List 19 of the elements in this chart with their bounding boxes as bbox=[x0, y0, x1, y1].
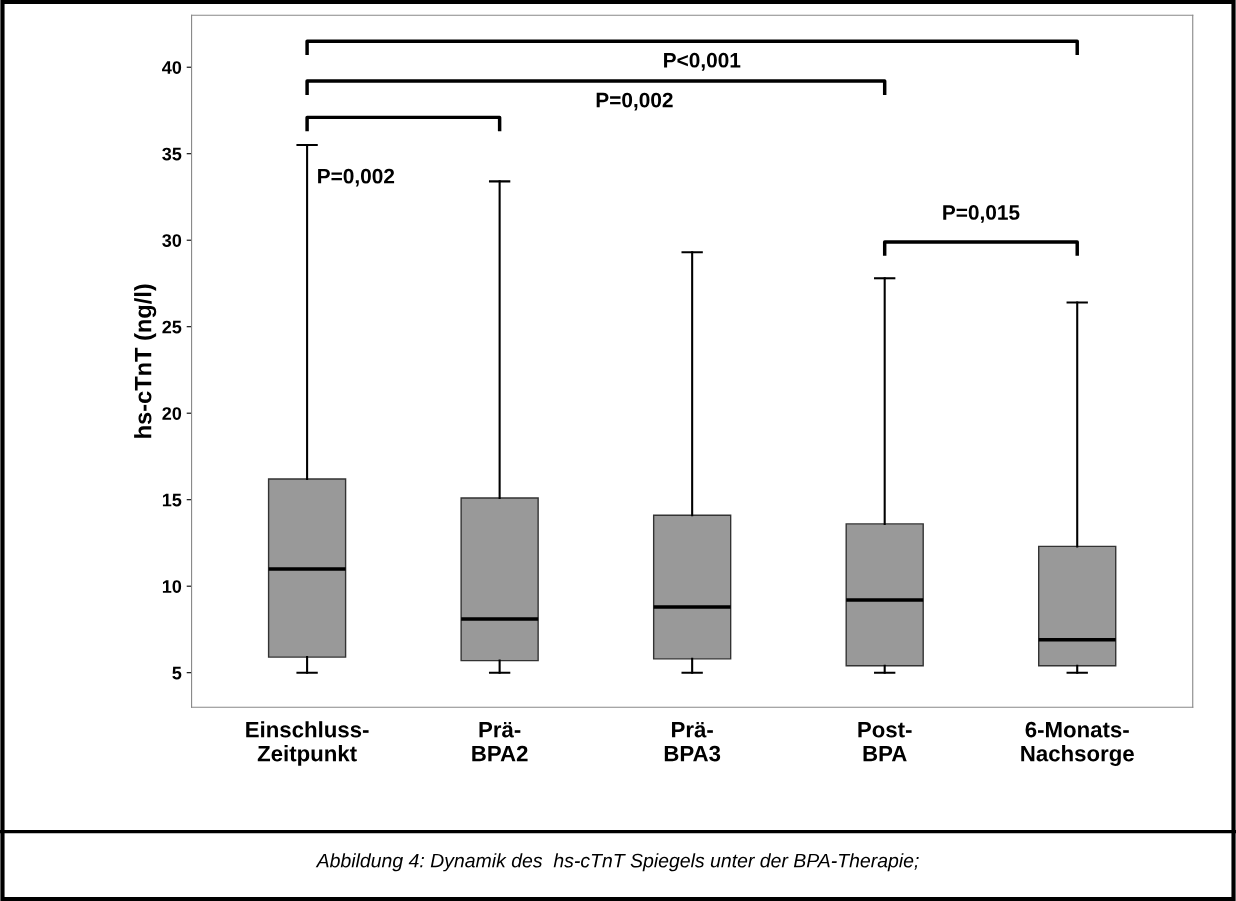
y-tick-label: 30 bbox=[162, 234, 182, 247]
annotation: P=0,015 bbox=[943, 205, 1020, 223]
y-tick-label: 15 bbox=[162, 493, 182, 507]
y-tick-label: 20 bbox=[162, 407, 182, 420]
x-tick-label: Prä- BPA3 bbox=[664, 721, 721, 762]
x-tick-label: Einschluss- Zeitpunkt bbox=[246, 721, 369, 766]
annotation: P=0,002 bbox=[596, 92, 673, 111]
annotation: P<0,001 bbox=[664, 52, 741, 71]
x-tick-label: Prä- BPA2 bbox=[472, 721, 528, 762]
y-tick-label: 35 bbox=[162, 147, 182, 161]
annotation: P=0,002 bbox=[318, 168, 395, 187]
x-tick-label: 6-Monats- Nachsorge bbox=[1021, 721, 1134, 766]
y-tick-label: 25 bbox=[162, 320, 182, 334]
y-tick-label: 10 bbox=[162, 580, 182, 593]
y-axis-title: hs-cTnT (ng/l) bbox=[134, 284, 157, 438]
text: Abbildung 4: Dynamik des hs-cTnT Spiegels unter der BPA-Therapie; bbox=[315, 853, 919, 872]
y-tick-label: 5 bbox=[172, 666, 182, 680]
x-tick-label: Post- BPA bbox=[858, 721, 912, 762]
y-tick-label: 40 bbox=[162, 61, 182, 74]
